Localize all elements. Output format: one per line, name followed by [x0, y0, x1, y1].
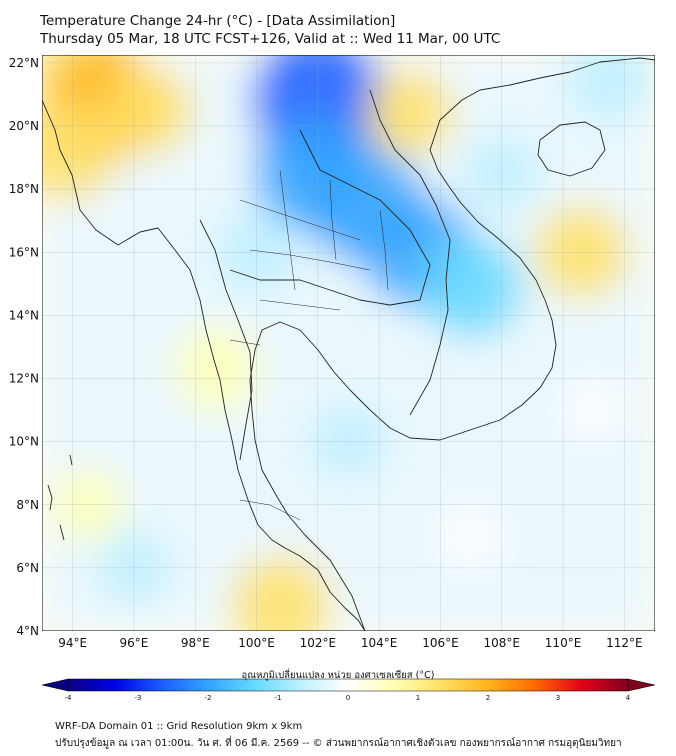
coastlines-borders: [42, 57, 655, 631]
colorbar-tick-label: 0: [346, 694, 350, 702]
axis-labels: 94°E 96°E 98°E 100°E 102°E 104°E 106°E 108°E 110…: [9, 56, 643, 650]
field-anomaly-17: [565, 55, 654, 123]
colorbar-tick-label: 3: [556, 694, 560, 702]
map-title: Temperature Change 24-hr (°C) - [Data As…: [40, 13, 396, 29]
footer-update-info: ปรับปรุงข้อมูล ณ เวลา 01:00น. วัน ศ. ที่…: [55, 738, 622, 749]
lon-tick-label: 98°E: [181, 636, 210, 650]
lon-tick-label: 112°E: [606, 636, 643, 650]
lat-tick-label: 8°N: [16, 498, 39, 512]
colorbar-tick-label: 2: [486, 694, 490, 702]
field-anomaly-12: [230, 555, 332, 631]
vietnam-border: [369, 89, 451, 416]
colorbar-label: อุณหภูมิเปลี่ยนแปลง หน่วย องศาเซลเซียส (…: [241, 670, 435, 681]
colorbar: -4 -3 -2 -1 0 1 2 3 4: [41, 678, 656, 702]
gulf-of-thailand-coast: [249, 57, 655, 631]
colorbar-tick-label: 4: [626, 694, 631, 702]
lon-tick-label: 94°E: [58, 636, 87, 650]
temperature-field: [42, 55, 655, 631]
lon-tick-label: 102°E: [300, 636, 337, 650]
field-anomaly-8: [419, 234, 524, 339]
lat-tick-label: 18°N: [9, 182, 39, 196]
map-subtitle: Thursday 05 Mar, 18 UTC FCST+126, Valid …: [40, 31, 501, 47]
lat-tick-label: 16°N: [9, 245, 39, 259]
colorbar-tick-label: -2: [205, 694, 212, 702]
colorbar-tick-label: -1: [275, 694, 282, 702]
footer-model-info: WRF-DA Domain 01 :: Grid Resolution 9km …: [55, 721, 303, 732]
lat-tick-label: 6°N: [16, 561, 39, 575]
lat-tick-label: 22°N: [9, 56, 39, 70]
lon-tick-label: 100°E: [238, 636, 275, 650]
interior-provinces: [229, 169, 389, 521]
colorbar-tick-label: -4: [65, 694, 73, 702]
lat-tick-label: 12°N: [9, 372, 39, 386]
myanmar-thailand-border: [199, 219, 253, 461]
colorbar-bar: [67, 678, 629, 692]
lat-tick-label: 14°N: [9, 308, 39, 322]
lat-tick-label: 10°N: [9, 435, 39, 449]
lon-tick-label: 104°E: [361, 636, 398, 650]
field-anomaly-3: [105, 66, 194, 155]
colorbar-tick-label: -3: [135, 694, 142, 702]
hainan-island: [537, 121, 606, 177]
temperature-change-map: 94°E 96°E 98°E 100°E 102°E 104°E 106°E 108°E 110…: [9, 55, 656, 702]
lon-tick-label: 108°E: [484, 636, 521, 650]
mainland-coastline: [42, 99, 366, 631]
lon-tick-label: 110°E: [545, 636, 582, 650]
andaman-islands: [47, 454, 73, 541]
lon-tick-label: 96°E: [120, 636, 149, 650]
lat-tick-label: 4°N: [16, 624, 39, 638]
laos-cambodia-border: [229, 129, 431, 306]
field-anomaly-19: [438, 503, 504, 570]
lat-tick-label: 20°N: [9, 119, 39, 133]
field-anomaly-20: [562, 378, 625, 442]
lon-tick-label: 106°E: [422, 636, 459, 650]
plot-area: [42, 55, 655, 631]
colorbar-tick-label: 1: [416, 694, 420, 702]
map-gridlines: [42, 55, 655, 631]
